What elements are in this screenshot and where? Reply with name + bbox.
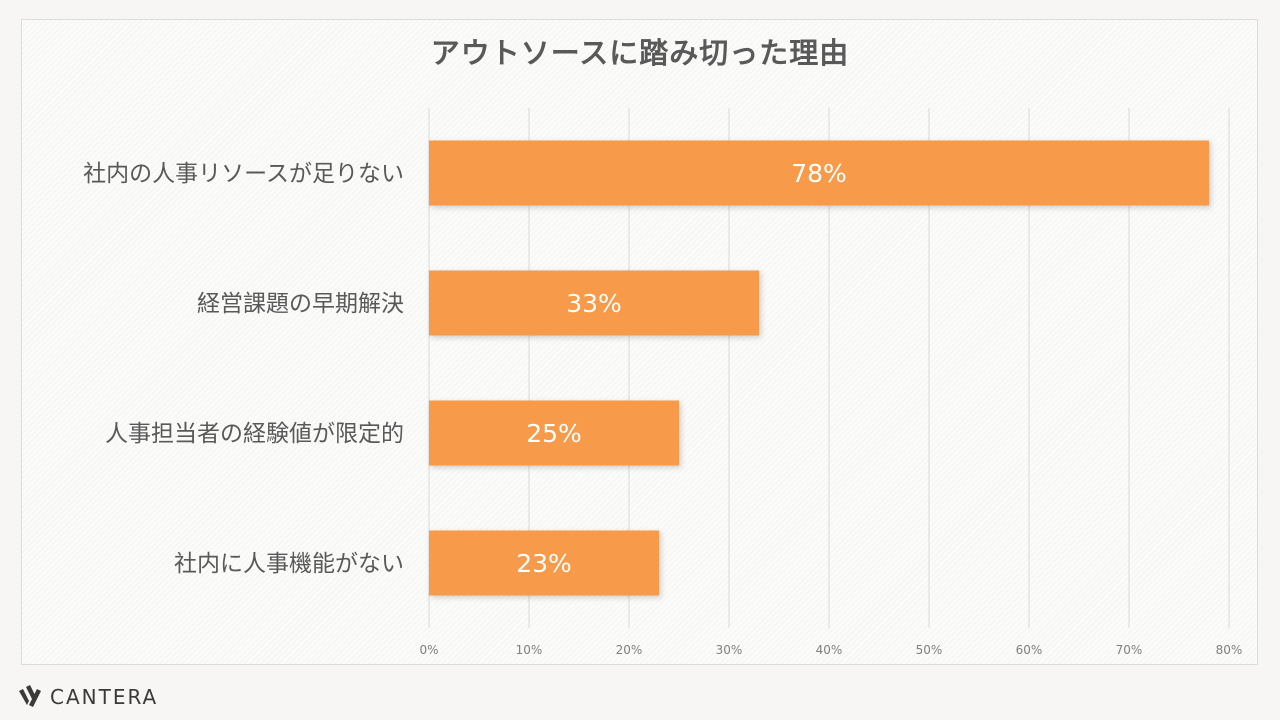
bar xyxy=(429,140,1209,206)
category-label: 社内に人事機能がない xyxy=(174,551,404,577)
bar xyxy=(429,270,759,336)
bar-data-label: 25% xyxy=(526,419,582,448)
x-tick-label: 60% xyxy=(1016,643,1043,657)
x-tick-label: 80% xyxy=(1216,643,1243,657)
category-label: 人事担当者の経験値が限定的 xyxy=(105,421,404,447)
cantera-logo-icon xyxy=(19,685,41,707)
x-tick-label: 50% xyxy=(916,643,943,657)
bar-data-label: 23% xyxy=(516,549,572,578)
x-tick-label: 70% xyxy=(1116,643,1143,657)
bar-data-label: 78% xyxy=(791,159,847,188)
chart-title: アウトソースに踏み切った理由 xyxy=(430,36,850,70)
x-tick-label: 30% xyxy=(716,643,743,657)
x-tick-label: 0% xyxy=(419,643,438,657)
bar-data-label: 33% xyxy=(566,289,622,318)
x-tick-label: 40% xyxy=(816,643,843,657)
bar xyxy=(429,530,659,596)
x-tick-label: 20% xyxy=(616,643,643,657)
x-tick-label: 10% xyxy=(516,643,543,657)
chart-panel xyxy=(21,19,1258,665)
bar xyxy=(429,400,679,466)
brand-logo: CANTERA xyxy=(18,684,158,710)
category-label: 社内の人事リソースが足りない xyxy=(83,161,404,187)
category-label: 経営課題の早期解決 xyxy=(197,291,404,317)
brand-name: CANTERA xyxy=(50,685,159,709)
